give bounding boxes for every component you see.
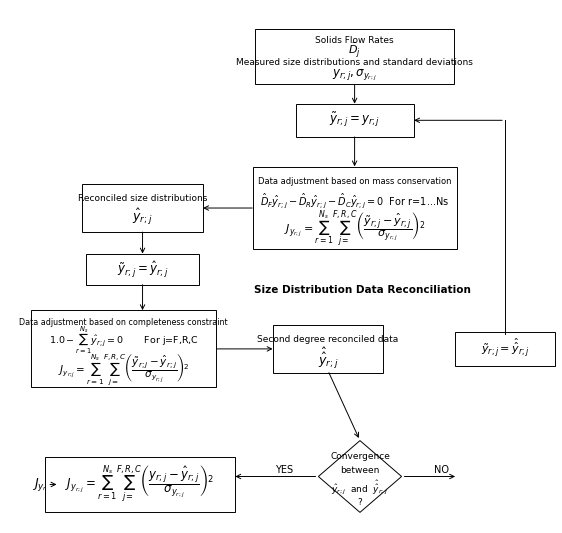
Text: Measured size distributions and standard deviations: Measured size distributions and standard…: [236, 58, 473, 67]
FancyBboxPatch shape: [273, 325, 383, 373]
Text: ?: ?: [357, 498, 362, 507]
Text: $1.0 - \sum_{r=1}^{N_s}\hat{y}_{r;j} = 0$       For j=F,R,C: $1.0 - \sum_{r=1}^{N_s}\hat{y}_{r;j} = 0…: [49, 325, 198, 356]
Text: $J_{y_r}$: $J_{y_r}$: [31, 476, 47, 493]
Text: $\tilde{y}_{r;j}=\hat{y}_{r;j}$: $\tilde{y}_{r;j}=\hat{y}_{r;j}$: [117, 259, 168, 279]
Text: NO: NO: [433, 465, 448, 474]
FancyBboxPatch shape: [44, 457, 235, 512]
Text: $J_{y_{r;j}} = \sum_{r=1}^{N_s}\sum_{j=}^{F,R,C}\left(\dfrac{\tilde{y}_{r;j} - \: $J_{y_{r;j}} = \sum_{r=1}^{N_s}\sum_{j=}…: [58, 351, 189, 387]
FancyBboxPatch shape: [31, 310, 216, 387]
Text: $\hat{D}_F\hat{y}_{r;j} - \hat{D}_R\hat{y}_{r;j} - \hat{D}_C\hat{y}_{r;j} = 0$  : $\hat{D}_F\hat{y}_{r;j} - \hat{D}_R\hat{…: [260, 191, 449, 209]
FancyBboxPatch shape: [82, 184, 203, 232]
Text: Reconciled size distributions: Reconciled size distributions: [78, 194, 207, 203]
Text: between: between: [340, 466, 380, 475]
Text: Data adjustment based on completeness constraint: Data adjustment based on completeness co…: [20, 318, 228, 327]
Text: Solids Flow Rates: Solids Flow Rates: [315, 36, 394, 45]
Text: YES: YES: [275, 465, 293, 474]
Text: $\hat{y}_{r;j}$: $\hat{y}_{r;j}$: [132, 207, 153, 228]
Text: Size Distribution Data Reconciliation: Size Distribution Data Reconciliation: [254, 286, 471, 295]
Text: $y_{r;j},\sigma_{y_{r;j}}$: $y_{r;j},\sigma_{y_{r;j}}$: [332, 68, 377, 83]
FancyBboxPatch shape: [296, 104, 414, 137]
Text: $J_{y_{r;j}} = \sum_{r=1}^{N_s}\sum_{j=}^{F,R,C}\left(\dfrac{\tilde{y}_{r;j} - \: $J_{y_{r;j}} = \sum_{r=1}^{N_s}\sum_{j=}…: [284, 209, 425, 250]
Text: $\tilde{y}_{r;j}=\hat{\hat{y}}_{r;j}$: $\tilde{y}_{r;j}=\hat{\hat{y}}_{r;j}$: [481, 337, 529, 360]
Text: Convergence: Convergence: [330, 452, 390, 461]
FancyBboxPatch shape: [255, 29, 454, 84]
Polygon shape: [318, 441, 402, 512]
Text: $\bar{D}_j$: $\bar{D}_j$: [348, 41, 361, 60]
Text: $\hat{y}_{r;j}$  and  $\hat{\hat{y}}_{r;j}$: $\hat{y}_{r;j}$ and $\hat{\hat{y}}_{r;j}…: [332, 479, 388, 497]
Text: $\tilde{y}_{r;j}=y_{r;j}$: $\tilde{y}_{r;j}=y_{r;j}$: [329, 111, 380, 130]
Text: Data adjustment based on mass conservation: Data adjustment based on mass conservati…: [258, 176, 451, 185]
Text: Second degree reconciled data: Second degree reconciled data: [257, 335, 398, 344]
FancyBboxPatch shape: [455, 332, 555, 366]
FancyBboxPatch shape: [86, 254, 199, 285]
FancyBboxPatch shape: [252, 167, 456, 249]
Text: $J_{y_{r;j}} = \sum_{r=1}^{N_s}\sum_{j=}^{F,R,C}\left(\dfrac{y_{r;j} - \hat{y}_{: $J_{y_{r;j}} = \sum_{r=1}^{N_s}\sum_{j=}…: [65, 464, 214, 505]
Text: $\hat{\hat{y}}_{r;j}$: $\hat{\hat{y}}_{r;j}$: [318, 346, 338, 371]
